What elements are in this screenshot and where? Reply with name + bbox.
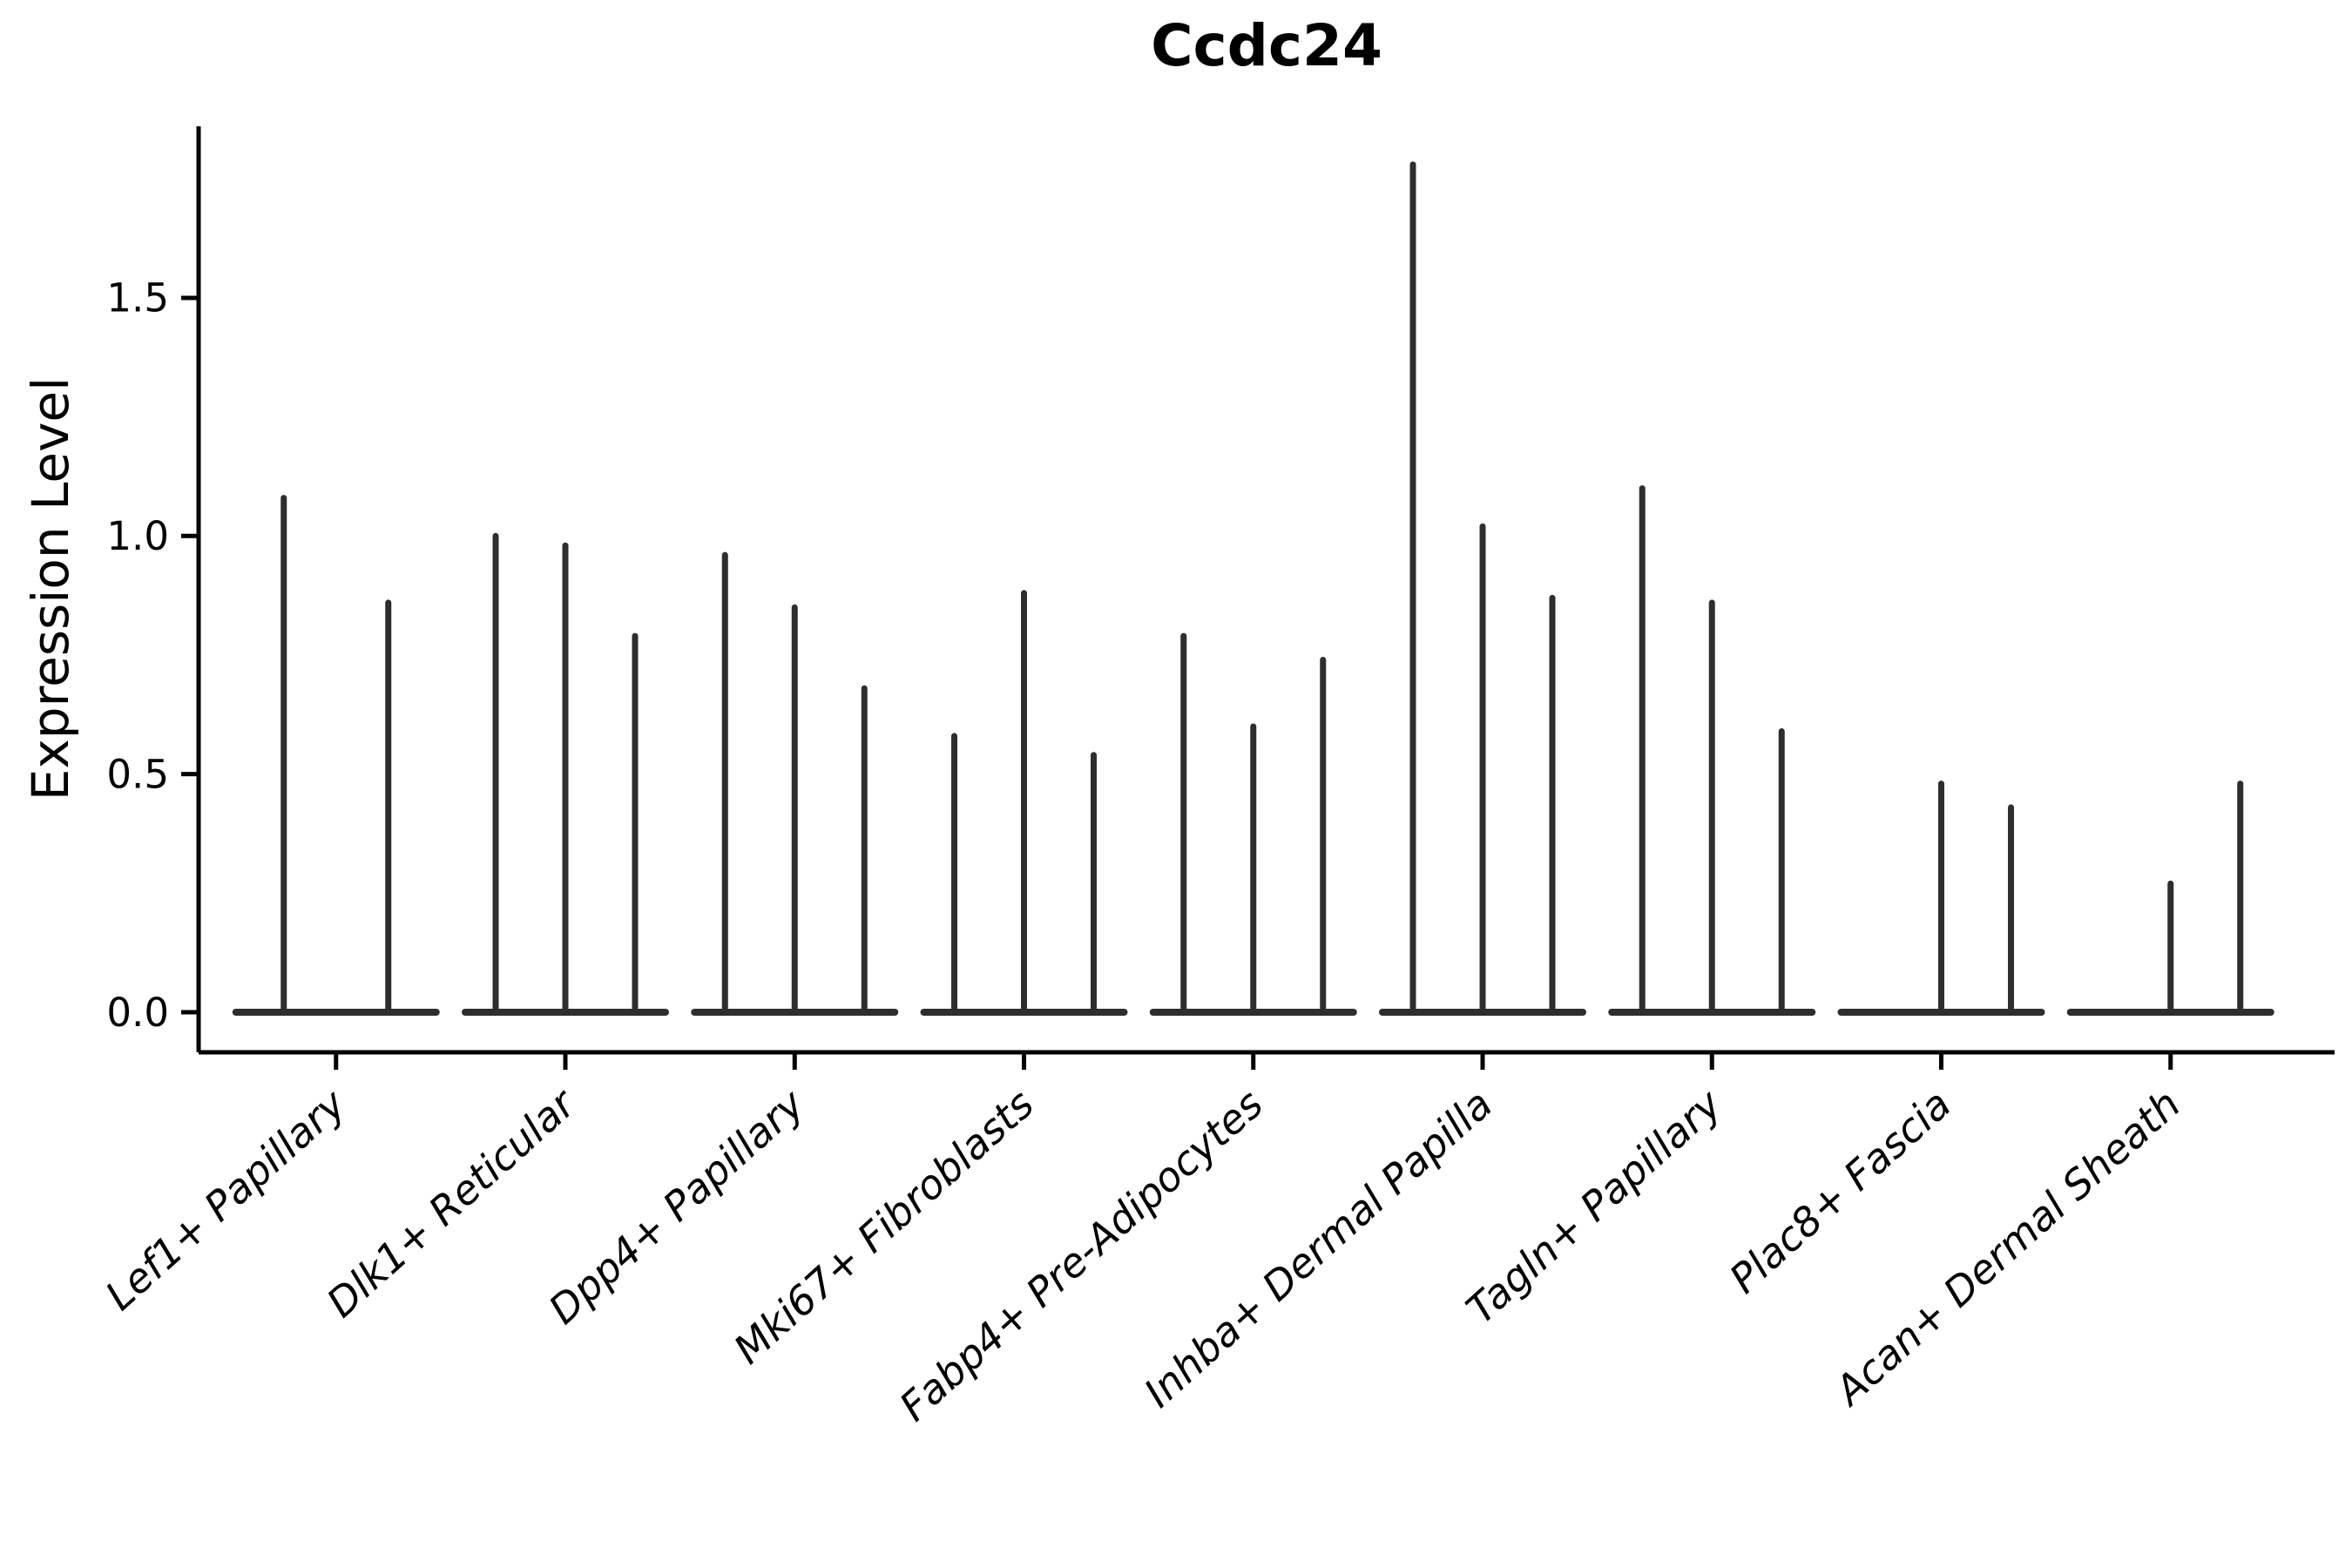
x-category-label: Fabp4+ Pre-Adipocytes: [890, 1080, 1272, 1430]
y-tick-label: 0.0: [106, 990, 169, 1036]
x-category-label: Dlk1+ Reticular: [318, 1078, 586, 1327]
y-tick-label: 0.5: [106, 751, 169, 797]
chart-title: Ccdc24: [1151, 12, 1382, 79]
x-category-label: Plac8+ Fascia: [1720, 1080, 1960, 1302]
x-category-label: Lef1+ Papillary: [97, 1080, 355, 1320]
y-tick-label: 1.5: [106, 275, 169, 321]
y-tick-label: 1.0: [106, 513, 169, 559]
